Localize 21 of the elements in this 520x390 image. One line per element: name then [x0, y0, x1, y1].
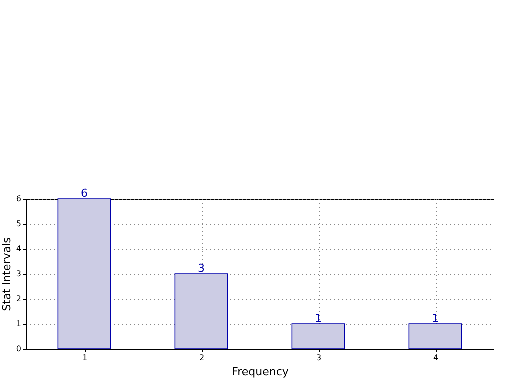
data-label: 6 — [81, 187, 88, 200]
data-label: 1 — [315, 312, 322, 325]
y-tick-label: 5 — [16, 220, 22, 228]
x-tick-label: 4 — [433, 354, 439, 362]
y-tick-label: 4 — [16, 244, 22, 254]
bar — [174, 274, 228, 350]
data-label: 3 — [198, 262, 205, 275]
x-axis-title: Frequency — [232, 366, 290, 378]
data-label: 1 — [432, 312, 439, 325]
y-axis-title: Stat Intervals — [0, 237, 14, 312]
x-tick-label: 2 — [199, 354, 205, 362]
bar — [408, 324, 462, 350]
y-tick-label: 3 — [16, 270, 22, 278]
x-tick-label: 1 — [82, 354, 88, 362]
x-tick-label: 3 — [316, 354, 322, 362]
y-tick-label: 1 — [16, 320, 22, 328]
bar — [58, 198, 112, 350]
bar — [292, 324, 346, 350]
y-tick-label: 0 — [16, 344, 22, 354]
y-tick-label: 2 — [16, 294, 22, 304]
y-tick-label: 6 — [16, 194, 22, 204]
